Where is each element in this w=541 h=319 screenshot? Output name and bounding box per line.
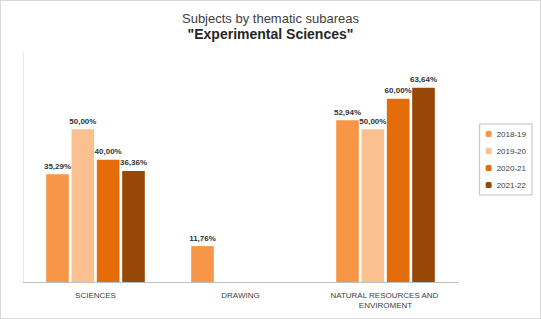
svg-text:"Experimental Sciences": "Experimental Sciences" — [188, 26, 354, 42]
svg-text:Subjects by thematic subareas: Subjects by thematic subareas — [182, 11, 360, 26]
svg-text:52,94%: 52,94% — [334, 108, 361, 117]
svg-text:35,29%: 35,29% — [44, 162, 71, 171]
svg-text:NATURAL RESOURCES AND: NATURAL RESOURCES AND — [330, 291, 440, 300]
svg-text:ENVIROMENT: ENVIROMENT — [359, 301, 412, 310]
svg-text:2020-21: 2020-21 — [497, 164, 527, 173]
svg-text:63,64%: 63,64% — [410, 75, 437, 84]
svg-text:36,36%: 36,36% — [120, 158, 147, 167]
svg-text:2019-20: 2019-20 — [497, 147, 527, 156]
svg-text:11,76%: 11,76% — [189, 234, 216, 243]
svg-text:60,00%: 60,00% — [385, 86, 412, 95]
svg-text:DRAWING: DRAWING — [221, 291, 259, 300]
svg-text:50,00%: 50,00% — [359, 117, 386, 126]
svg-text:SCIENCES: SCIENCES — [75, 291, 116, 300]
svg-text:40,00%: 40,00% — [95, 147, 122, 156]
svg-text:2018-19: 2018-19 — [497, 130, 527, 139]
svg-text:50,00%: 50,00% — [69, 117, 96, 126]
svg-text:2021-22: 2021-22 — [497, 181, 527, 190]
